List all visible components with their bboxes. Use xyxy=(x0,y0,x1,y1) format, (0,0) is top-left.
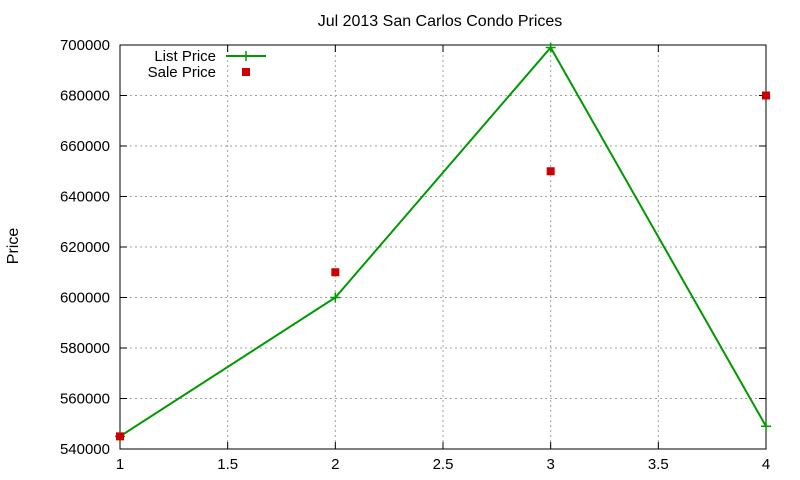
list-price-point xyxy=(330,292,341,303)
y-tick-label: 560000 xyxy=(60,391,110,408)
sale-price-point xyxy=(546,167,555,176)
y-tick-label: 640000 xyxy=(60,189,110,206)
x-tick-label: 4 xyxy=(762,456,770,473)
x-tick-label: 2.5 xyxy=(433,456,454,473)
axis-ticks: 540000 560000 580000 600000 620000 640000 6600… xyxy=(60,37,770,473)
legend-label: Sale Price xyxy=(148,64,216,81)
x-tick-label: 3 xyxy=(546,456,554,473)
sale-price-point xyxy=(762,91,770,100)
y-tick-label: 680000 xyxy=(60,88,110,105)
legend-plus-swatch xyxy=(241,51,251,61)
y-tick-label: 580000 xyxy=(60,340,110,357)
series-1 xyxy=(116,91,770,441)
list-price-point xyxy=(761,421,771,432)
x-tick-label: 1.5 xyxy=(217,456,238,473)
x-tick-label: 3.5 xyxy=(648,456,669,473)
y-tick-label: 620000 xyxy=(60,239,110,256)
x-tick-label: 2 xyxy=(331,456,339,473)
x-tick-label: 1 xyxy=(116,456,124,473)
y-tick-label: 700000 xyxy=(60,37,110,54)
legend-square-swatch xyxy=(242,68,250,76)
chart-title: Jul 2013 San Carlos Condo Prices xyxy=(318,13,563,30)
y-tick-label: 600000 xyxy=(60,290,110,307)
y-tick-label: 660000 xyxy=(60,138,110,155)
series xyxy=(115,42,771,442)
y-axis-label: Price xyxy=(5,228,22,265)
sale-price-point xyxy=(116,432,124,441)
list-price-point xyxy=(545,42,556,53)
sale-price-point xyxy=(331,268,340,277)
grid xyxy=(120,45,766,449)
list-price-line xyxy=(119,45,767,438)
y-tick-label: 540000 xyxy=(60,441,110,458)
legend-label: List Price xyxy=(154,48,216,65)
